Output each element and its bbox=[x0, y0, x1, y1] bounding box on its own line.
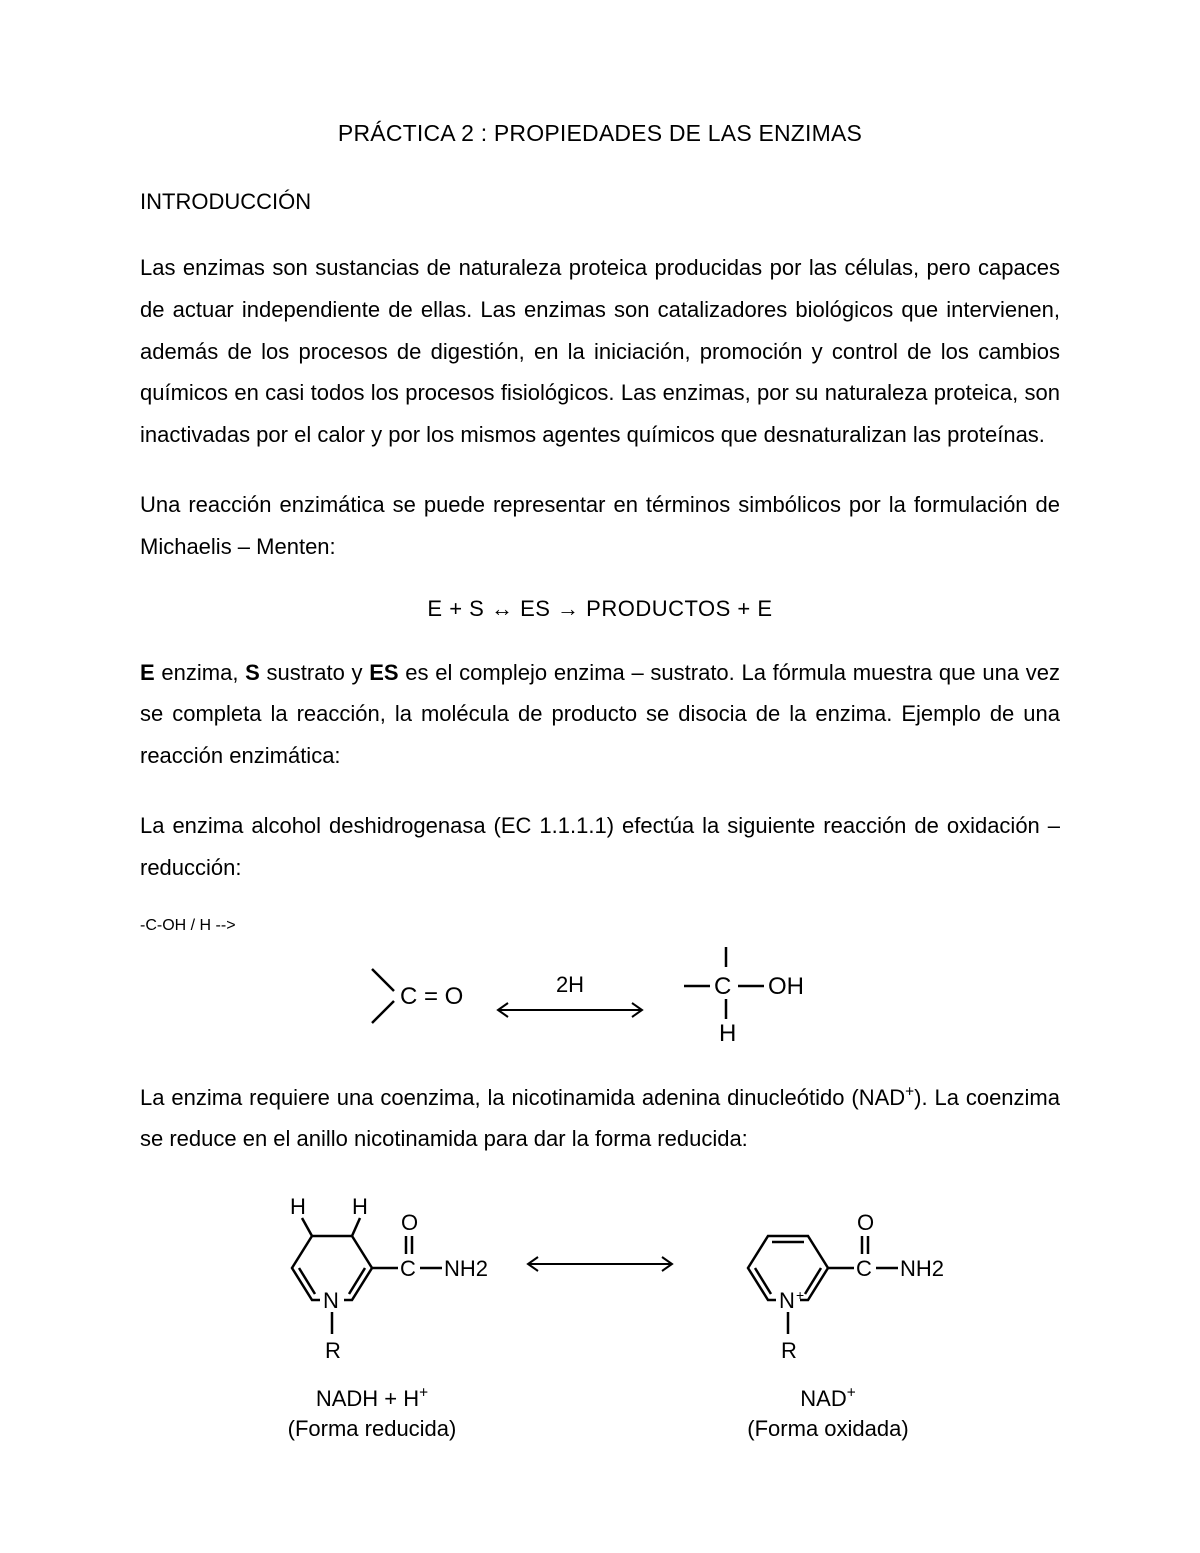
text-seg-1: enzima, bbox=[155, 660, 245, 685]
paragraph-5: La enzima requiere una coenzima, la nico… bbox=[140, 1077, 1060, 1161]
rxn1-arrow-label: 2H bbox=[556, 972, 584, 998]
rxn2-right-caption: NAD+ (Forma oxidada) bbox=[747, 1384, 908, 1443]
rxn2-right-c: C bbox=[856, 1256, 872, 1281]
rxn2-right-n: N bbox=[779, 1288, 795, 1313]
rxn2-left-cap-line1: NADH + H bbox=[316, 1386, 419, 1411]
bold-E: E bbox=[140, 660, 155, 685]
rxn2-left-h2: H bbox=[352, 1194, 368, 1219]
rxn2-left-nh2: NH2 bbox=[444, 1256, 488, 1281]
bold-S: S bbox=[245, 660, 260, 685]
reaction-diagram-2: H H C O NH2 N R NADH + bbox=[140, 1188, 1060, 1443]
para5-sup: + bbox=[905, 1083, 914, 1100]
document-title: PRÁCTICA 2 : PROPIEDADES DE LAS ENZIMAS bbox=[140, 120, 1060, 147]
rxn2-arrow bbox=[520, 1254, 680, 1279]
rxn2-left-molecule: H H C O NH2 N R NADH + bbox=[242, 1188, 502, 1443]
para5-pre: La enzima requiere una coenzima, la nico… bbox=[140, 1085, 905, 1110]
rxn2-right-o: O bbox=[857, 1210, 874, 1235]
rxn2-right-cap-sup: + bbox=[847, 1385, 856, 1402]
paragraph-2: Una reacción enzimática se puede represe… bbox=[140, 484, 1060, 568]
paragraph-1: Las enzimas son sustancias de naturaleza… bbox=[140, 247, 1060, 456]
rxn2-left-r: R bbox=[325, 1338, 341, 1363]
rxn2-left-o: O bbox=[401, 1210, 418, 1235]
rxn1-right-oh: OH bbox=[768, 973, 804, 1000]
rxn2-right-cap-line2: (Forma oxidada) bbox=[747, 1416, 908, 1441]
double-arrow-icon bbox=[490, 1000, 650, 1020]
bold-ES: ES bbox=[369, 660, 398, 685]
rxn2-left-c: C bbox=[400, 1256, 416, 1281]
michaelis-menten-equation: E + S ↔ ES → PRODUCTOS + E bbox=[140, 596, 1060, 622]
rxn2-left-h1: H bbox=[290, 1194, 306, 1219]
rxn2-right-molecule: C O NH2 N + R NAD+ (Forma oxidada) bbox=[698, 1188, 958, 1443]
section-heading-introduccion: INTRODUCCIÓN bbox=[140, 189, 1060, 215]
rxn1-right-fragment: C OH H bbox=[664, 951, 834, 1041]
rxn1-right-h: H bbox=[719, 1020, 736, 1047]
rxn2-right-cap-line1: NAD bbox=[800, 1386, 846, 1411]
rxn1-left-fragment: C = O bbox=[366, 951, 476, 1041]
rxn2-left-caption: NADH + H+ (Forma reducida) bbox=[288, 1384, 457, 1443]
rxn2-right-nh2: NH2 bbox=[900, 1256, 944, 1281]
rxn2-right-nplus: + bbox=[796, 1287, 804, 1303]
rxn2-left-n: N bbox=[323, 1288, 339, 1313]
rxn2-left-cap-line2: (Forma reducida) bbox=[288, 1416, 457, 1441]
reaction-diagram-1: C = O 2H C OH bbox=[140, 951, 1060, 1041]
rxn2-left-cap-sup: + bbox=[419, 1385, 428, 1402]
paragraph-3: E enzima, S sustrato y ES es el complejo… bbox=[140, 652, 1060, 777]
rxn1-co-label: C = O bbox=[400, 983, 463, 1010]
rxn1-right-c: C bbox=[714, 973, 731, 1000]
rxn1-arrow: 2H bbox=[490, 972, 650, 1020]
text-seg-2: sustrato y bbox=[260, 660, 369, 685]
rxn2-right-r: R bbox=[781, 1338, 797, 1363]
double-arrow-icon bbox=[520, 1254, 680, 1274]
document-page: PRÁCTICA 2 : PROPIEDADES DE LAS ENZIMAS … bbox=[0, 0, 1200, 1553]
paragraph-4: La enzima alcohol deshidrogenasa (EC 1.1… bbox=[140, 805, 1060, 889]
